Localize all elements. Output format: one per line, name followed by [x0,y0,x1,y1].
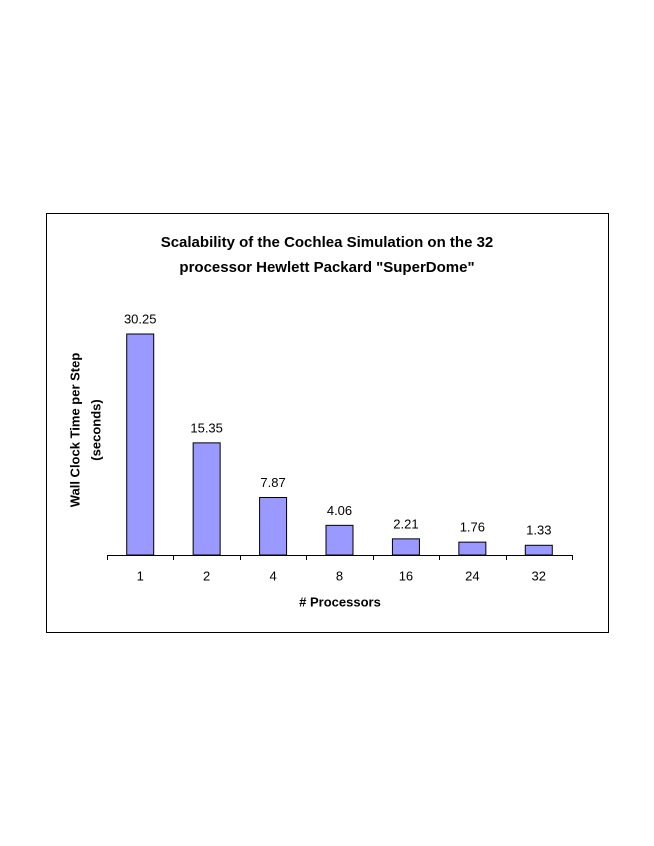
bar [325,524,354,556]
x-tick-label: 24 [465,568,479,583]
chart-title: processor Hewlett Packard "SuperDome" [179,259,474,276]
bar [126,333,155,556]
x-tick-label: 32 [532,568,546,583]
data-label: 1.76 [460,520,485,535]
bar [391,538,420,556]
data-label: 2.21 [393,516,418,531]
x-tick-label: 2 [203,568,210,583]
x-tick-label: 16 [399,568,413,583]
x-axis-title: # Processors [299,594,381,609]
bar [192,442,221,556]
data-label: 30.25 [124,311,157,326]
x-tick-label: 1 [137,568,144,583]
data-label: 15.35 [190,420,223,435]
y-axis-title: (seconds) [88,399,103,460]
data-label: 1.33 [526,523,551,538]
data-label: 7.87 [260,475,285,490]
bar [458,541,487,556]
bar [259,497,288,556]
chart-title: Scalability of the Cochlea Simulation on… [161,234,494,251]
y-axis-title: Wall Clock Time per Step [67,353,82,508]
data-label: 4.06 [327,503,352,518]
x-tick-label: 4 [269,568,276,583]
x-tick-label: 8 [336,568,343,583]
bar [524,544,553,556]
